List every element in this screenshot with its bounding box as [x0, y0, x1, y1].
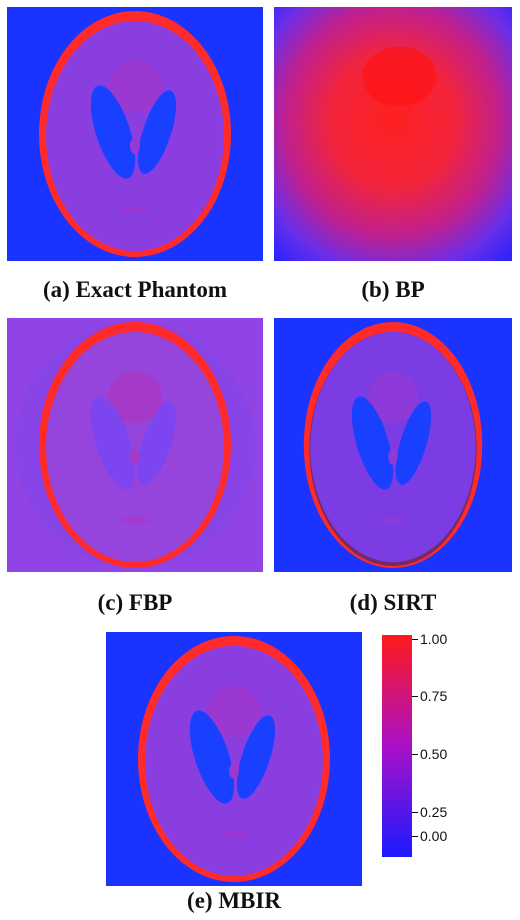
colorbar: 1.00 0.75 0.50 0.25 0.00	[382, 631, 482, 857]
panel-fbp	[7, 318, 263, 572]
colorbar-label-025: 0.25	[420, 804, 448, 820]
panel-exact-phantom	[7, 7, 263, 261]
panel-mbir	[106, 632, 362, 886]
panel-sirt	[274, 318, 512, 572]
colorbar-label-100: 1.00	[420, 631, 448, 647]
colorbar-tick-075	[412, 696, 418, 697]
panel-bp	[274, 7, 512, 261]
caption-sirt: (d) SIRT	[349, 590, 437, 615]
colorbar-tick-025	[412, 812, 418, 813]
colorbar-tick-100	[412, 639, 418, 640]
colorbar-label-075: 0.75	[420, 688, 448, 704]
caption-fbp: (c) FBP	[97, 590, 173, 615]
colorbar-label-050: 0.50	[420, 746, 448, 762]
colorbar-label-000: 0.00	[420, 828, 448, 844]
caption-mbir: (e) MBIR	[187, 888, 281, 913]
colorbar-tick-000	[412, 836, 418, 837]
colorbar-gradient	[382, 635, 412, 857]
caption-bp: (b) BP	[361, 277, 425, 302]
colorbar-tick-050	[412, 754, 418, 755]
caption-exact-phantom: (a) Exact Phantom	[43, 277, 227, 302]
